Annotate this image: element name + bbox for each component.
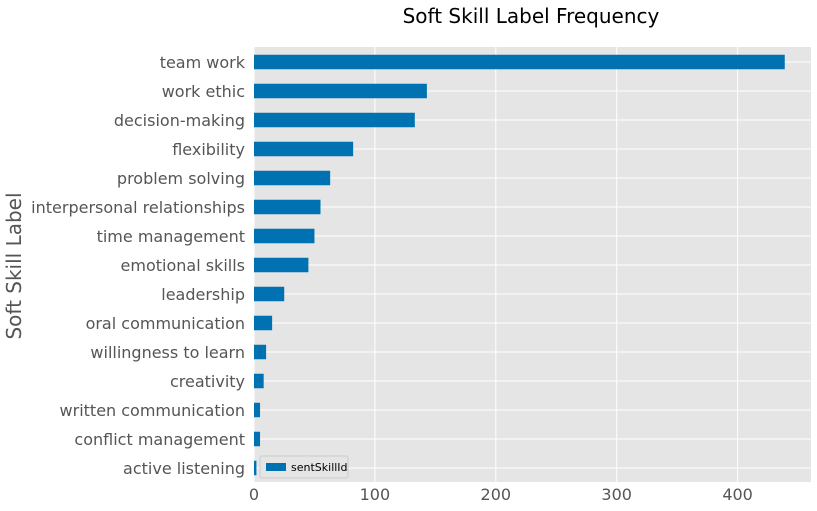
legend-box bbox=[259, 455, 349, 479]
category-label: emotional skills bbox=[121, 256, 245, 275]
category-label: written communication bbox=[60, 401, 245, 420]
legend-swatch bbox=[266, 463, 286, 471]
category-labels: team work work ethic decision-making flexib… bbox=[31, 53, 246, 478]
bar bbox=[254, 315, 273, 331]
bar bbox=[254, 344, 267, 360]
category-label: work ethic bbox=[162, 82, 245, 101]
bar bbox=[254, 199, 321, 215]
category-label: team work bbox=[160, 53, 246, 72]
bar bbox=[254, 228, 315, 244]
bars bbox=[254, 54, 785, 476]
category-label: willingness to learn bbox=[90, 343, 245, 362]
x-tick-label: 0 bbox=[249, 485, 259, 504]
x-tick-label: 400 bbox=[722, 485, 753, 504]
category-label: active listening bbox=[123, 459, 245, 478]
category-label: leadership bbox=[161, 285, 245, 304]
bar bbox=[254, 257, 309, 273]
y-axis-label: Soft Skill Label bbox=[2, 192, 26, 339]
category-label: problem solving bbox=[117, 169, 245, 188]
x-tick-labels: 0 100 200 300 400 bbox=[249, 485, 753, 504]
bar bbox=[254, 170, 331, 186]
bar bbox=[254, 54, 785, 70]
x-tick-label: 100 bbox=[360, 485, 391, 504]
category-label: decision-making bbox=[114, 111, 245, 130]
bar bbox=[254, 112, 415, 128]
category-label: time management bbox=[97, 227, 245, 246]
category-label: conflict management bbox=[74, 430, 245, 449]
chart-title: Soft Skill Label Frequency bbox=[403, 4, 660, 28]
category-label: oral communication bbox=[86, 314, 245, 333]
category-label: flexibility bbox=[172, 140, 245, 159]
bar bbox=[254, 373, 264, 389]
bar bbox=[254, 83, 427, 99]
legend-label: sentSkillId bbox=[291, 461, 348, 474]
bar bbox=[254, 460, 257, 476]
bar bbox=[254, 431, 261, 447]
x-tick-label: 300 bbox=[601, 485, 632, 504]
category-label: interpersonal relationships bbox=[31, 198, 245, 217]
bar bbox=[254, 402, 261, 418]
category-label: creativity bbox=[170, 372, 245, 391]
bar bbox=[254, 286, 285, 302]
bar bbox=[254, 141, 354, 157]
legend: sentSkillId bbox=[259, 455, 349, 479]
x-tick-label: 200 bbox=[481, 485, 512, 504]
